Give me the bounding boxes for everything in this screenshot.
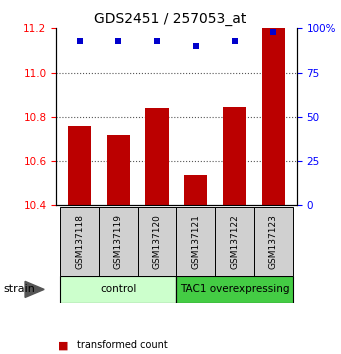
- Text: ■: ■: [58, 340, 69, 350]
- Bar: [146, 108, 169, 205]
- Text: control: control: [100, 284, 136, 295]
- Text: GSM137122: GSM137122: [230, 214, 239, 269]
- Bar: [99, 207, 138, 276]
- Text: GSM137120: GSM137120: [152, 214, 162, 269]
- Text: transformed count: transformed count: [77, 340, 167, 350]
- Bar: [184, 176, 207, 205]
- Text: GSM137119: GSM137119: [114, 214, 123, 269]
- Bar: [177, 276, 293, 303]
- Bar: [60, 276, 177, 303]
- Text: GSM137121: GSM137121: [191, 214, 201, 269]
- Text: TAC1 overexpressing: TAC1 overexpressing: [180, 284, 290, 295]
- Bar: [107, 135, 130, 205]
- Bar: [177, 207, 215, 276]
- Bar: [223, 107, 246, 205]
- Bar: [68, 126, 91, 205]
- Text: GSM137123: GSM137123: [269, 214, 278, 269]
- Bar: [262, 28, 285, 205]
- Bar: [138, 207, 177, 276]
- Text: strain: strain: [3, 284, 35, 295]
- Polygon shape: [25, 281, 44, 297]
- Text: GSM137118: GSM137118: [75, 214, 84, 269]
- Text: GDS2451 / 257053_at: GDS2451 / 257053_at: [94, 12, 247, 27]
- Bar: [215, 207, 254, 276]
- Bar: [254, 207, 293, 276]
- Bar: [60, 207, 99, 276]
